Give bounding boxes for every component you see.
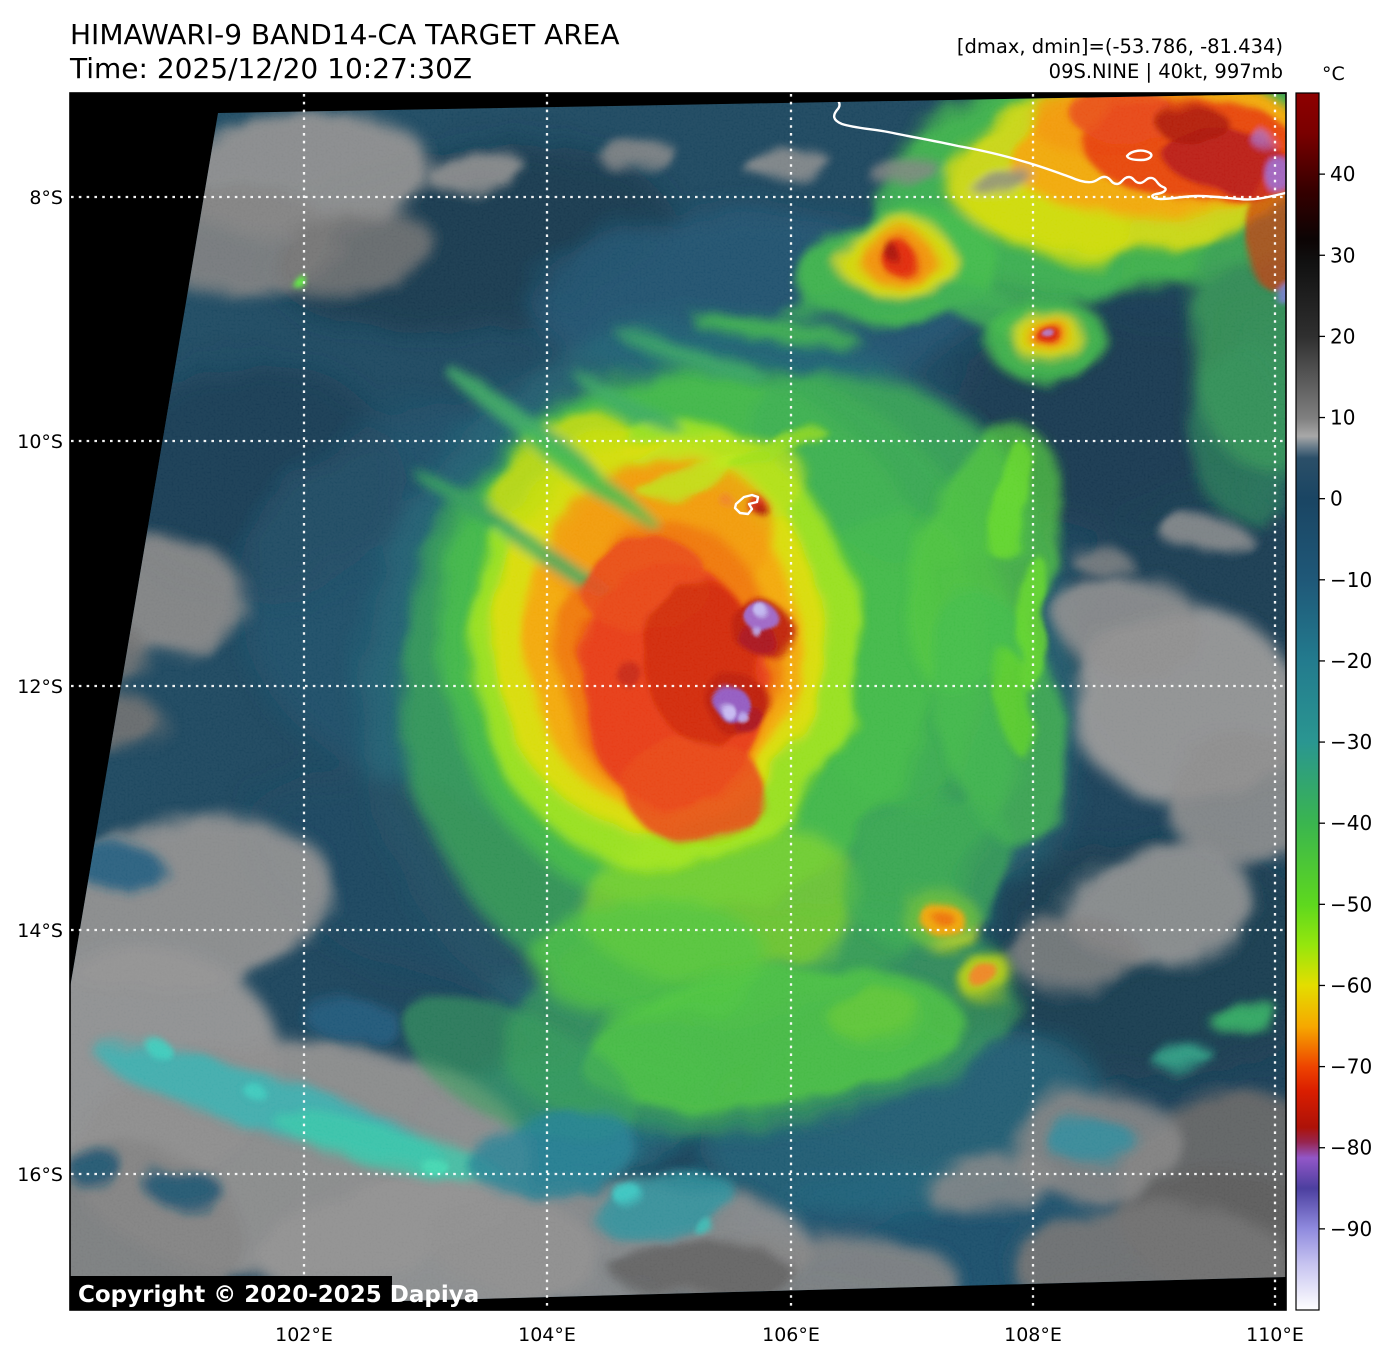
- colorbar-tick-label: −50: [1330, 892, 1372, 916]
- java-coastline: [830, 94, 1286, 201]
- colorbar-tick-label: −40: [1330, 811, 1372, 835]
- timestamp-label: Time: 2025/12/20 10:27:30Z: [69, 52, 472, 85]
- colorbar-tick-label: 0: [1330, 487, 1343, 511]
- colorbar-tick-label: −70: [1330, 1055, 1372, 1079]
- colorbar-tick-label: 30: [1330, 243, 1355, 267]
- panaitan-island-coastline: [1125, 149, 1153, 162]
- copyright-background: [70, 1276, 392, 1310]
- map-panel: 8°S 10°S 12°S 14°S 16°S 102°E 104°E 106°E 108°E 1…: [17, 92, 1304, 1346]
- copyright-badge: Copyright © 2020-2025 Dapiya: [70, 1276, 479, 1310]
- colorbar-unit-label: °C: [1322, 63, 1345, 85]
- colorbar-tick-label: −60: [1330, 973, 1372, 997]
- colorbar-tick-label: −10: [1330, 568, 1372, 592]
- colorbar-tick-label: 20: [1330, 324, 1355, 348]
- colorbar-tick-label: −80: [1330, 1136, 1372, 1160]
- satellite-image: [70, 94, 1286, 1310]
- colorbar-tick-label: 40: [1330, 162, 1355, 186]
- axis-tick-labels: 8°S 10°S 12°S 14°S 16°S 102°E 104°E 106°E 108°E 1…: [17, 187, 1304, 1346]
- storm-id-annotation: 09S.NINE | 40kt, 997mb: [1049, 60, 1283, 83]
- lon-tick-label: 110°E: [1246, 1324, 1304, 1346]
- map-border: [69, 92, 1287, 1311]
- lon-tick-label: 108°E: [1004, 1324, 1062, 1346]
- lat-tick-label: 12°S: [17, 676, 63, 698]
- colorbar-tick-label: −30: [1330, 730, 1372, 754]
- lon-tick-label: 106°E: [762, 1324, 820, 1346]
- christmas-island-coastline: [733, 493, 760, 516]
- lon-tick-label: 102°E: [275, 1324, 333, 1346]
- lat-tick-label: 16°S: [17, 1164, 63, 1186]
- colorbar-gradient: [1295, 92, 1320, 1311]
- lat-tick-label: 8°S: [29, 187, 63, 209]
- lat-tick-label: 14°S: [17, 920, 63, 942]
- lon-tick-label: 104°E: [518, 1324, 576, 1346]
- page-title: HIMAWARI-9 BAND14-CA TARGET AREA: [70, 18, 620, 51]
- colorbar-tick-label: −90: [1330, 1217, 1372, 1241]
- colorbar: °C 40 30 20 10 0 −10 −20 −30 −40 −50 −60 −70 −80 −90: [1295, 63, 1372, 1311]
- colorbar-ticks: 40 30 20 10 0 −10 −20 −30 −40 −50 −60 −70 −80 −90: [1319, 162, 1372, 1241]
- colorbar-tick-label: 10: [1330, 406, 1355, 430]
- grain-overlay: [70, 94, 1286, 1310]
- colorbar-tick-label: −20: [1330, 649, 1372, 673]
- lat-tick-label: 10°S: [17, 431, 63, 453]
- copyright-text: Copyright © 2020-2025 Dapiya: [78, 1282, 479, 1308]
- dmax-dmin-annotation: [dmax, dmin]=(-53.786, -81.434): [957, 35, 1283, 58]
